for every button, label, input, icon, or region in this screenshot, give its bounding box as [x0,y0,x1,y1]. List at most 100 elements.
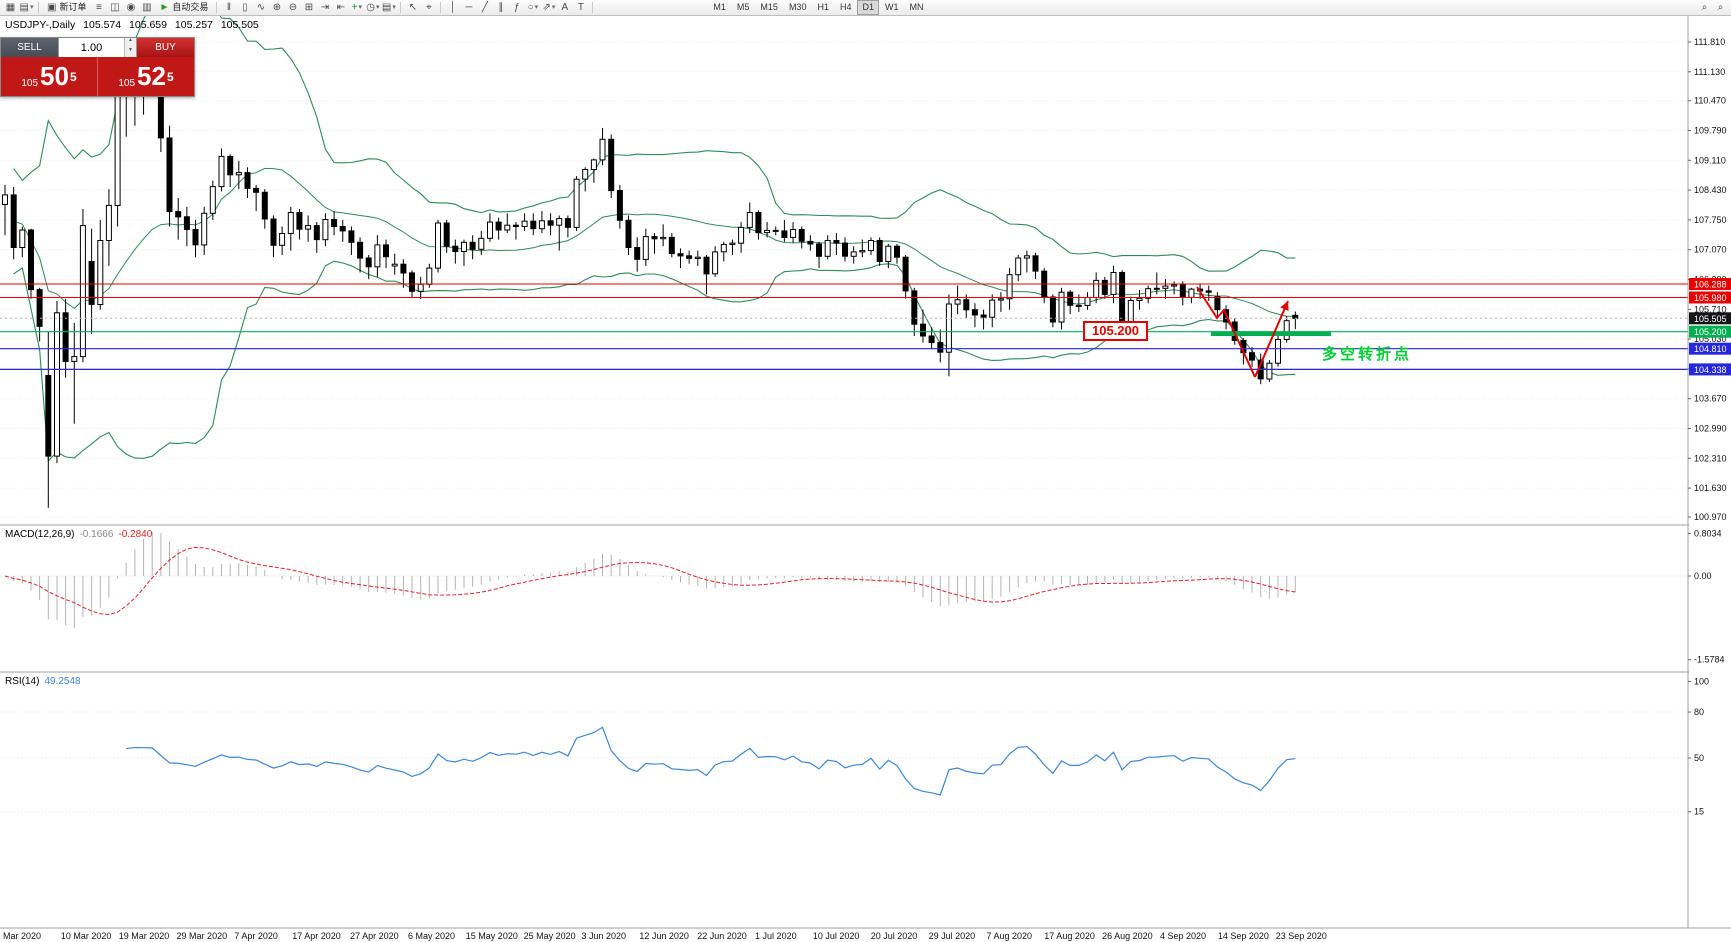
price-axis[interactable]: 111.810 111.130 110.470 109.790 109.110 108.4… [1688,37,1731,817]
svg-text:7 Aug 2020: 7 Aug 2020 [986,931,1032,941]
svg-text:29 Jul 2020: 29 Jul 2020 [929,931,976,941]
time-axis[interactable]: Mar 2020 10 Mar 2020 19 Mar 2020 29 Mar 202… [3,931,1327,941]
price-gridlines [0,41,1688,518]
volume-control: ▲ ▼ [58,38,137,57]
price-tag-104.338 [1689,363,1731,376]
tile-windows-icon[interactable]: ⊞ [304,2,314,13]
turning-point-annotation[interactable]: 多空转折点 [1322,346,1413,363]
svg-text:101.630: 101.630 [1694,483,1727,493]
buy-button[interactable]: BUY [137,38,194,57]
text-icon[interactable]: A [561,2,569,13]
macd-signal-value: -0.2840 [118,529,153,540]
svg-text:50: 50 [1694,753,1704,763]
svg-text:102.310: 102.310 [1694,453,1727,463]
toolbar-separator [440,2,442,13]
buy-price-figure: 105 [118,78,136,89]
price-axis-background [1689,16,1731,927]
svg-text:106.288: 106.288 [1694,279,1727,289]
svg-text:103.670: 103.670 [1694,394,1727,404]
timeframe-h4[interactable]: H4 [839,2,852,12]
vertical-line-icon[interactable]: │ [449,2,457,13]
shapes-icon[interactable]: ○ ▾ [527,2,539,13]
zigzag-up-arrow[interactable] [1254,300,1289,378]
indicators-button[interactable]: + ▾ [351,2,363,13]
bollinger-upper-band [13,0,1296,272]
line-chart-icon[interactable]: ∿ [256,2,266,13]
svg-text:104.338: 104.338 [1694,365,1727,375]
price-tag-106.288 [1689,278,1731,290]
timeframe-m5[interactable]: M5 [736,2,750,12]
cursor-icon[interactable]: ↖ [408,2,418,13]
macd-panel [0,531,1688,628]
svg-text:1 Jul 2020: 1 Jul 2020 [755,931,797,941]
navigator-icon[interactable]: ◉ [126,2,136,13]
timeframe-mn[interactable]: MN [909,2,924,12]
zoom-search-out-icon[interactable]: ⌕ [1717,2,1724,13]
svg-text:110.470: 110.470 [1694,96,1726,106]
toolbar-separator [38,2,39,13]
svg-text:7 Apr 2020: 7 Apr 2020 [234,931,278,941]
sell-price[interactable]: 105 50 5 [1,57,97,96]
candles-layer[interactable] [2,46,1299,508]
candlestick-chart-icon[interactable]: ▯ [242,2,248,13]
svg-text:12 Jun 2020: 12 Jun 2020 [639,931,689,941]
svg-text:105.200: 105.200 [1694,327,1727,337]
timeframe-w1[interactable]: W1 [885,2,899,12]
buy-price[interactable]: 105 52 5 [98,57,194,96]
periods-button[interactable]: ◷ ▾ [366,2,380,13]
zoom-out-icon[interactable]: ⊖ [288,2,298,13]
zoom-in-icon[interactable]: ⊕ [272,2,282,13]
zoom-search-in-icon[interactable]: ⌕ [1701,2,1708,13]
bar-chart-icon[interactable]: ‖ [226,2,231,13]
svg-text:105.505: 105.505 [1694,314,1727,324]
svg-text:4 Sep 2020: 4 Sep 2020 [1160,931,1206,941]
svg-text:-1.5784: -1.5784 [1694,655,1725,665]
volume-decrease-button[interactable]: ▼ [125,47,136,57]
sell-price-pips: 50 [40,61,69,91]
zigzag-arrowhead [1280,301,1289,311]
svg-text:108.430: 108.430 [1694,185,1727,195]
timeframe-m30[interactable]: M30 [788,2,807,12]
timeframe-m15[interactable]: M15 [760,2,778,12]
toolbar-separator [592,2,594,13]
volume-increase-button[interactable]: ▲ [125,38,136,48]
zigzag-down-line[interactable] [1196,286,1256,378]
svg-text:10 Mar 2020: 10 Mar 2020 [61,931,112,941]
rsi-header: RSI(14) 49.2548 [5,676,81,687]
support-price-annotation[interactable]: 105.200 [1083,321,1148,341]
auto-scroll-icon[interactable]: ⇥ [320,2,330,13]
timeframe-h1[interactable]: H1 [817,2,829,12]
new-order-button[interactable]: ▣ 新订单 [47,2,87,13]
svg-text:100.970: 100.970 [1694,512,1727,522]
channel-icon[interactable]: ∥ [498,2,504,13]
svg-text:107.070: 107.070 [1694,245,1727,255]
horizontal-line-icon[interactable]: ─ [465,2,473,13]
svg-text:6 May 2020: 6 May 2020 [408,931,455,941]
data-window-icon[interactable]: ◫ [110,2,120,13]
arrows-icon[interactable]: ⇗ ▾ [542,2,556,13]
volume-input[interactable] [59,38,124,57]
svg-text:17 Apr 2020: 17 Apr 2020 [292,931,341,941]
text-label-icon[interactable]: T [577,2,584,13]
market-watch-icon[interactable]: ≡ [96,2,102,13]
profiles-icon[interactable]: ▤ ▾ [19,2,34,13]
crosshair-icon[interactable]: ⌖ [426,2,432,13]
terminal-icon[interactable]: ▥ [142,2,152,13]
auto-trading-button[interactable]: ► 自动交易 [159,2,209,13]
new-chart-icon[interactable]: ▦ [5,2,16,13]
chart-shift-icon[interactable]: ⇤ [336,2,346,13]
toolbar-separator [400,2,402,13]
timeframe-m1[interactable]: M1 [713,2,726,12]
trendline-icon[interactable]: ╱ [481,2,488,13]
templates-button[interactable]: ▤ ▾ [381,2,396,13]
fibonacci-icon[interactable]: ƒ [514,2,520,13]
rsi-panel [0,711,1688,813]
toolbar-separator [216,2,218,13]
high-value: 105.659 [129,19,167,31]
macd-header: MACD(12,26,9) -0.1666 -0.2840 [5,529,152,540]
timeframe-d1[interactable]: D1 [857,0,879,15]
svg-text:0.00: 0.00 [1694,571,1712,581]
sell-button[interactable]: SELL [1,38,58,57]
